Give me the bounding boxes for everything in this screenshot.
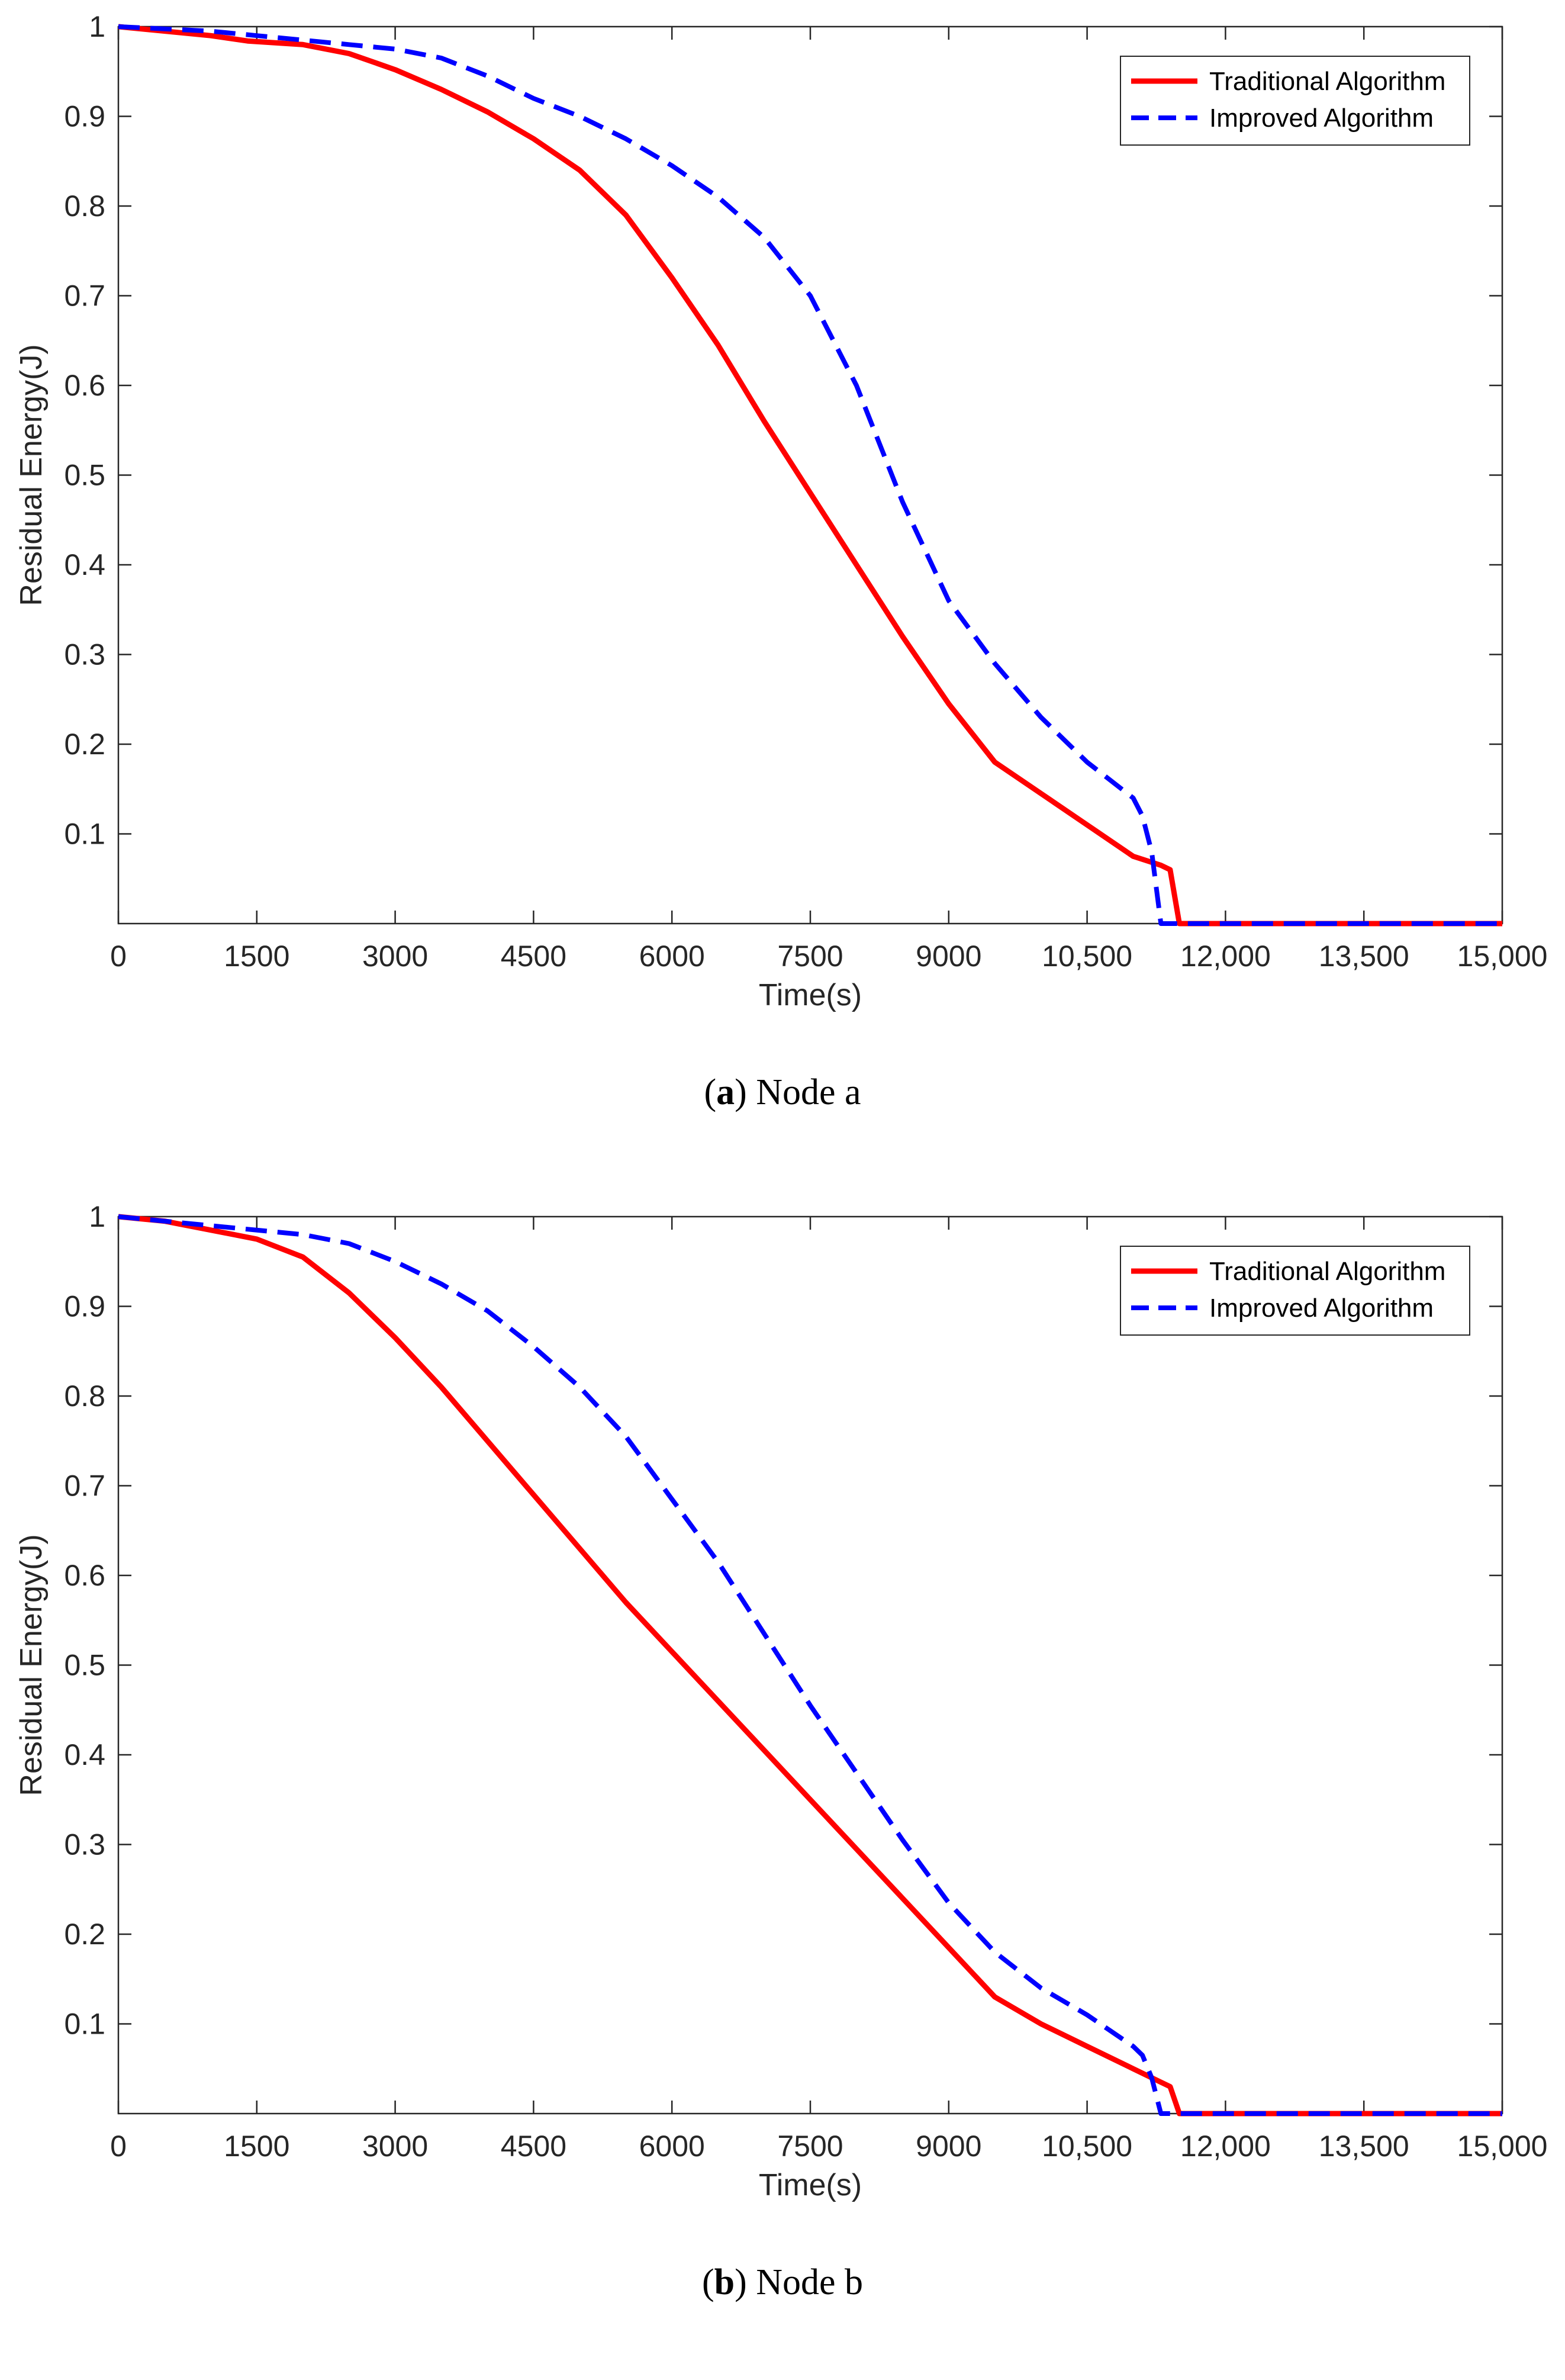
y-axis-label: Residual Energy(J) — [14, 1534, 49, 1796]
x-tick-label: 4500 — [501, 940, 566, 973]
x-tick-label: 13,500 — [1319, 2130, 1409, 2163]
y-tick-label: 0.3 — [64, 638, 105, 671]
x-tick-label: 12,000 — [1180, 940, 1271, 973]
x-tick-label: 10,500 — [1042, 2130, 1132, 2163]
legend-box — [1120, 56, 1470, 146]
figure-panel-a: 0 1500 3000 4500 6000 7500 9000 10,500 12,000 13,… — [14, 10, 1548, 1112]
y-tick-label: 0.7 — [64, 1469, 105, 1503]
x-tick-label: 12,000 — [1180, 2130, 1271, 2163]
x-tick-label: 7500 — [777, 940, 843, 973]
x-tick-label: 1500 — [224, 940, 289, 973]
figure-panel-b: 0 1500 3000 4500 6000 7500 9000 10,500 12,000 13,… — [0, 1190, 1565, 2380]
x-tick-label: 9000 — [916, 2130, 981, 2163]
y-tick-label: 0.2 — [64, 1918, 105, 1951]
series-line-improved — [118, 24, 1502, 926]
caption-letter: a — [716, 1072, 735, 1112]
y-tick-label: 1 — [89, 10, 105, 43]
x-tick-label: 7500 — [777, 2130, 843, 2163]
caption-node-a: (a) Node a — [704, 1072, 861, 1112]
chart-node-b: 0 1500 3000 4500 6000 7500 9000 10,500 12,000 13,… — [14, 1200, 1548, 2202]
y-tick-label: 0.6 — [64, 369, 105, 402]
x-tick-label: 10,500 — [1042, 940, 1132, 973]
y-tick-label: 0.3 — [64, 1828, 105, 1861]
chart-node-a: 0 1500 3000 4500 6000 7500 9000 10,500 12,000 13,… — [14, 10, 1548, 1012]
y-tick-label: 0.1 — [64, 818, 105, 851]
y-tick-label: 0.8 — [64, 189, 105, 223]
series-line-improved — [118, 1214, 1502, 2116]
y-tick-label: 0.4 — [64, 548, 105, 581]
x-tick-label: 4500 — [501, 2130, 566, 2163]
legend-label: Improved Algorithm — [1209, 104, 1434, 133]
y-tick-label: 1 — [89, 1200, 105, 1233]
x-tick-label: 15,000 — [1457, 940, 1548, 973]
caption-text: Node b — [756, 2262, 864, 2302]
y-tick-label: 0.7 — [64, 279, 105, 313]
x-tick-label: 0 — [110, 940, 127, 973]
x-tick-label: 3000 — [362, 940, 428, 973]
series-line-traditional — [118, 1214, 1502, 2117]
y-tick-label: 0.6 — [64, 1559, 105, 1592]
x-tick-label: 15,000 — [1457, 2130, 1548, 2163]
legend-label: Traditional Algorithm — [1209, 1257, 1445, 1286]
y-tick-label: 0.9 — [64, 1290, 105, 1323]
x-tick-label: 9000 — [916, 940, 981, 973]
y-tick-label: 0.9 — [64, 100, 105, 133]
caption-text: Node a — [756, 1072, 861, 1112]
x-axis-label: Time(s) — [759, 2168, 862, 2202]
x-axis-label: Time(s) — [759, 978, 862, 1012]
y-tick-label: 0.2 — [64, 728, 105, 761]
x-tick-label: 1500 — [224, 2130, 289, 2163]
legend-label: Traditional Algorithm — [1209, 67, 1445, 96]
plot-area — [117, 25, 1503, 925]
y-axis-label: Residual Energy(J) — [14, 344, 49, 606]
x-tick-label: 13,500 — [1319, 940, 1409, 973]
y-tick-label: 0.5 — [64, 1649, 105, 1682]
y-tick-label: 0.4 — [64, 1738, 105, 1771]
y-tick-label: 0.8 — [64, 1379, 105, 1413]
legend-box — [1120, 1246, 1470, 1336]
y-tick-label: 0.1 — [64, 2008, 105, 2041]
legend-label: Improved Algorithm — [1209, 1294, 1434, 1323]
series-line-traditional — [118, 24, 1502, 927]
y-tick-label: 0.5 — [64, 459, 105, 492]
x-tick-label: 0 — [110, 2130, 127, 2163]
x-tick-label: 6000 — [639, 940, 705, 973]
caption-letter: b — [714, 2262, 735, 2302]
caption-node-b: (b) Node b — [701, 2262, 864, 2302]
x-tick-label: 3000 — [362, 2130, 428, 2163]
x-tick-label: 6000 — [639, 2130, 705, 2163]
plot-area — [117, 1215, 1503, 2115]
